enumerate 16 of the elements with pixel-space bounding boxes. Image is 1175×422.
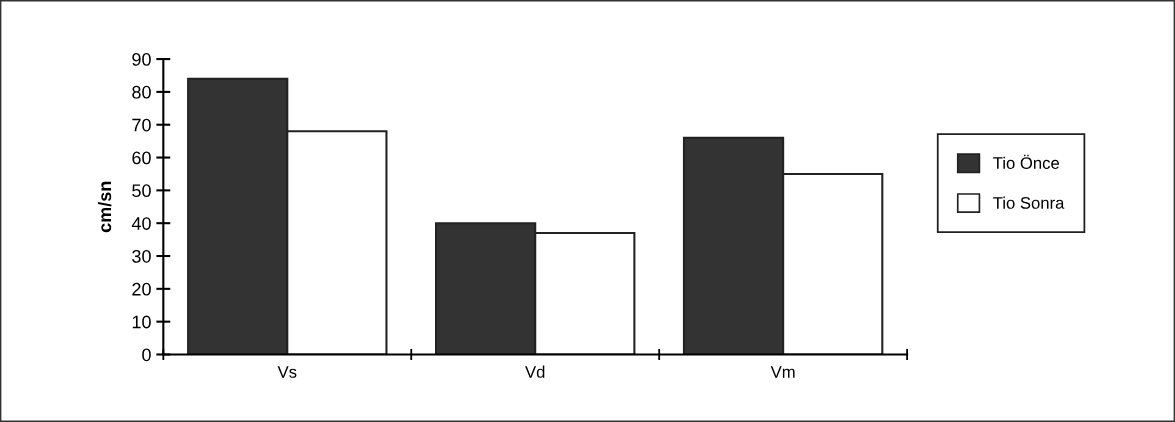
y-tick-label: 40 (131, 217, 151, 230)
y-tick-label: 90 (132, 53, 151, 66)
x-tick-label: Vs (277, 366, 297, 378)
x-tick-label: Vd (525, 365, 545, 378)
y-tick-label: 70 (132, 118, 151, 132)
y-tick-label: 0 (142, 348, 151, 362)
legend-label: Tio Sonra (993, 196, 1065, 209)
y-tick-label: 50 (132, 184, 151, 198)
y-axis-title: cm/sn (97, 181, 112, 233)
legend-label: Tio Önce (993, 154, 1059, 169)
y-tick-label: 20 (132, 282, 151, 296)
y-tick-label: 30 (132, 249, 151, 263)
x-tick-label: Vm (770, 366, 795, 378)
y-tick-label: 60 (132, 151, 151, 165)
y-tick-label: 80 (132, 85, 151, 99)
y-tick-label: 10 (132, 315, 151, 329)
